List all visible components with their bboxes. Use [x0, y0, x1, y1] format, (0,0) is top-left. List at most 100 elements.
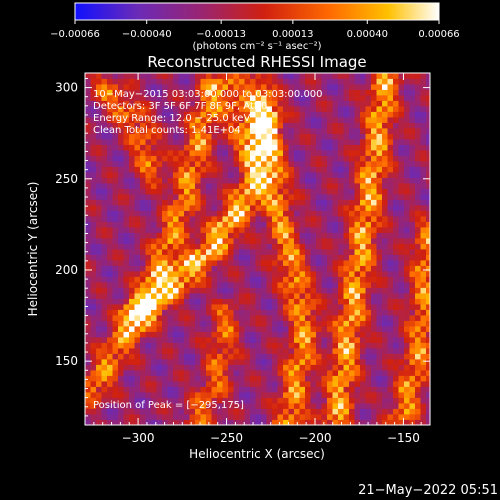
heatmap-cell — [167, 227, 174, 233]
heatmap-cell — [404, 177, 410, 184]
heatmap-cell — [239, 188, 245, 195]
heatmap-cell — [222, 315, 229, 321]
heatmap-cell — [404, 342, 410, 349]
heatmap-cell — [277, 403, 284, 409]
heatmap-cell — [398, 254, 405, 261]
heatmap-cell — [189, 320, 196, 327]
heatmap-cell — [233, 199, 240, 206]
heatmap-cell — [343, 353, 350, 360]
heatmap-cell — [371, 326, 377, 332]
heatmap-cell — [343, 260, 350, 266]
heatmap-cell — [200, 117, 207, 123]
heatmap-cell — [398, 199, 405, 206]
heatmap-cell — [332, 73, 339, 79]
heatmap-cell — [382, 128, 388, 134]
heatmap-cell — [327, 161, 333, 167]
heatmap-cell — [360, 84, 366, 90]
heatmap-cell — [189, 150, 196, 156]
heatmap-cell — [123, 304, 130, 310]
heatmap-cell — [195, 320, 201, 327]
heatmap-cell — [239, 89, 245, 96]
heatmap-cell — [156, 199, 163, 206]
heatmap-cell — [294, 194, 300, 200]
heatmap-cell — [360, 166, 366, 173]
heatmap-cell — [288, 271, 295, 277]
heatmap-cell — [107, 419, 113, 425]
heatmap-cell — [266, 331, 273, 338]
heatmap-cell — [228, 210, 234, 217]
heatmap-cell — [321, 150, 328, 156]
heatmap-cell — [376, 370, 383, 376]
heatmap-cell — [288, 331, 295, 338]
heatmap-cell — [277, 271, 284, 277]
heatmap-cell — [189, 353, 196, 360]
heatmap-cell — [420, 282, 427, 288]
heatmap-cell — [360, 309, 366, 316]
heatmap-cell — [184, 122, 190, 129]
heatmap-cell — [118, 216, 124, 222]
heatmap-cell — [195, 122, 201, 129]
heatmap-cell — [101, 95, 108, 101]
heatmap-cell — [272, 216, 278, 222]
heatmap-cell — [316, 408, 322, 415]
heatmap-cell — [360, 381, 366, 387]
heatmap-cell — [371, 150, 377, 156]
heatmap-cell — [387, 359, 394, 365]
heatmap-cell — [173, 188, 179, 195]
heatmap-cell — [288, 188, 295, 195]
heatmap-cell — [299, 117, 306, 123]
heatmap-cell — [250, 403, 256, 409]
heatmap-cell — [112, 177, 119, 184]
heatmap-cell — [101, 293, 108, 299]
heatmap-cell — [277, 293, 284, 299]
heatmap-cell — [145, 326, 152, 332]
heatmap-cell — [332, 414, 339, 420]
heatmap-cell — [376, 386, 383, 393]
heatmap-cell — [233, 249, 240, 255]
heatmap-cell — [206, 183, 212, 189]
heatmap-cell — [85, 128, 91, 134]
heatmap-cell — [151, 304, 157, 310]
heatmap-cell — [167, 161, 174, 167]
heatmap-cell — [272, 331, 278, 338]
heatmap-cell — [118, 397, 124, 404]
heatmap-cell — [178, 337, 185, 343]
heatmap-cell — [167, 403, 174, 409]
heatmap-cell — [167, 73, 174, 79]
heatmap-cell — [250, 199, 256, 206]
heatmap-cell — [266, 144, 273, 151]
heatmap-cell — [332, 210, 339, 217]
heatmap-cell — [294, 172, 300, 178]
heatmap-cell — [112, 183, 119, 189]
heatmap-cell — [310, 381, 317, 387]
heatmap-cell — [107, 139, 113, 145]
heatmap-cell — [239, 166, 245, 173]
heatmap-cell — [206, 161, 212, 167]
heatmap-cell — [376, 144, 383, 151]
heatmap-cell — [145, 232, 152, 239]
heatmap-cell — [239, 194, 245, 200]
heatmap-cell — [283, 84, 289, 90]
heatmap-cell — [222, 386, 229, 393]
heatmap-cell — [151, 183, 157, 189]
heatmap-cell — [140, 177, 146, 184]
heatmap-cell — [189, 408, 196, 415]
heatmap-cell — [398, 419, 405, 425]
heatmap-cell — [316, 309, 322, 316]
heatmap-cell — [393, 364, 399, 371]
heatmap-cell — [420, 353, 427, 360]
heatmap-cell — [90, 128, 97, 134]
heatmap-cell — [167, 353, 174, 360]
heatmap-cell — [404, 188, 410, 195]
heatmap-cell — [261, 100, 267, 107]
heatmap-cell — [332, 177, 339, 184]
heatmap-cell — [96, 271, 102, 277]
heatmap-cell — [167, 166, 174, 173]
heatmap-cell — [244, 337, 251, 343]
heatmap-cell — [382, 100, 388, 107]
heatmap-cell — [376, 133, 383, 140]
heatmap-cell — [217, 238, 223, 244]
heatmap-cell — [118, 188, 124, 195]
heatmap-cell — [354, 238, 361, 244]
heatmap-cell — [90, 232, 97, 239]
